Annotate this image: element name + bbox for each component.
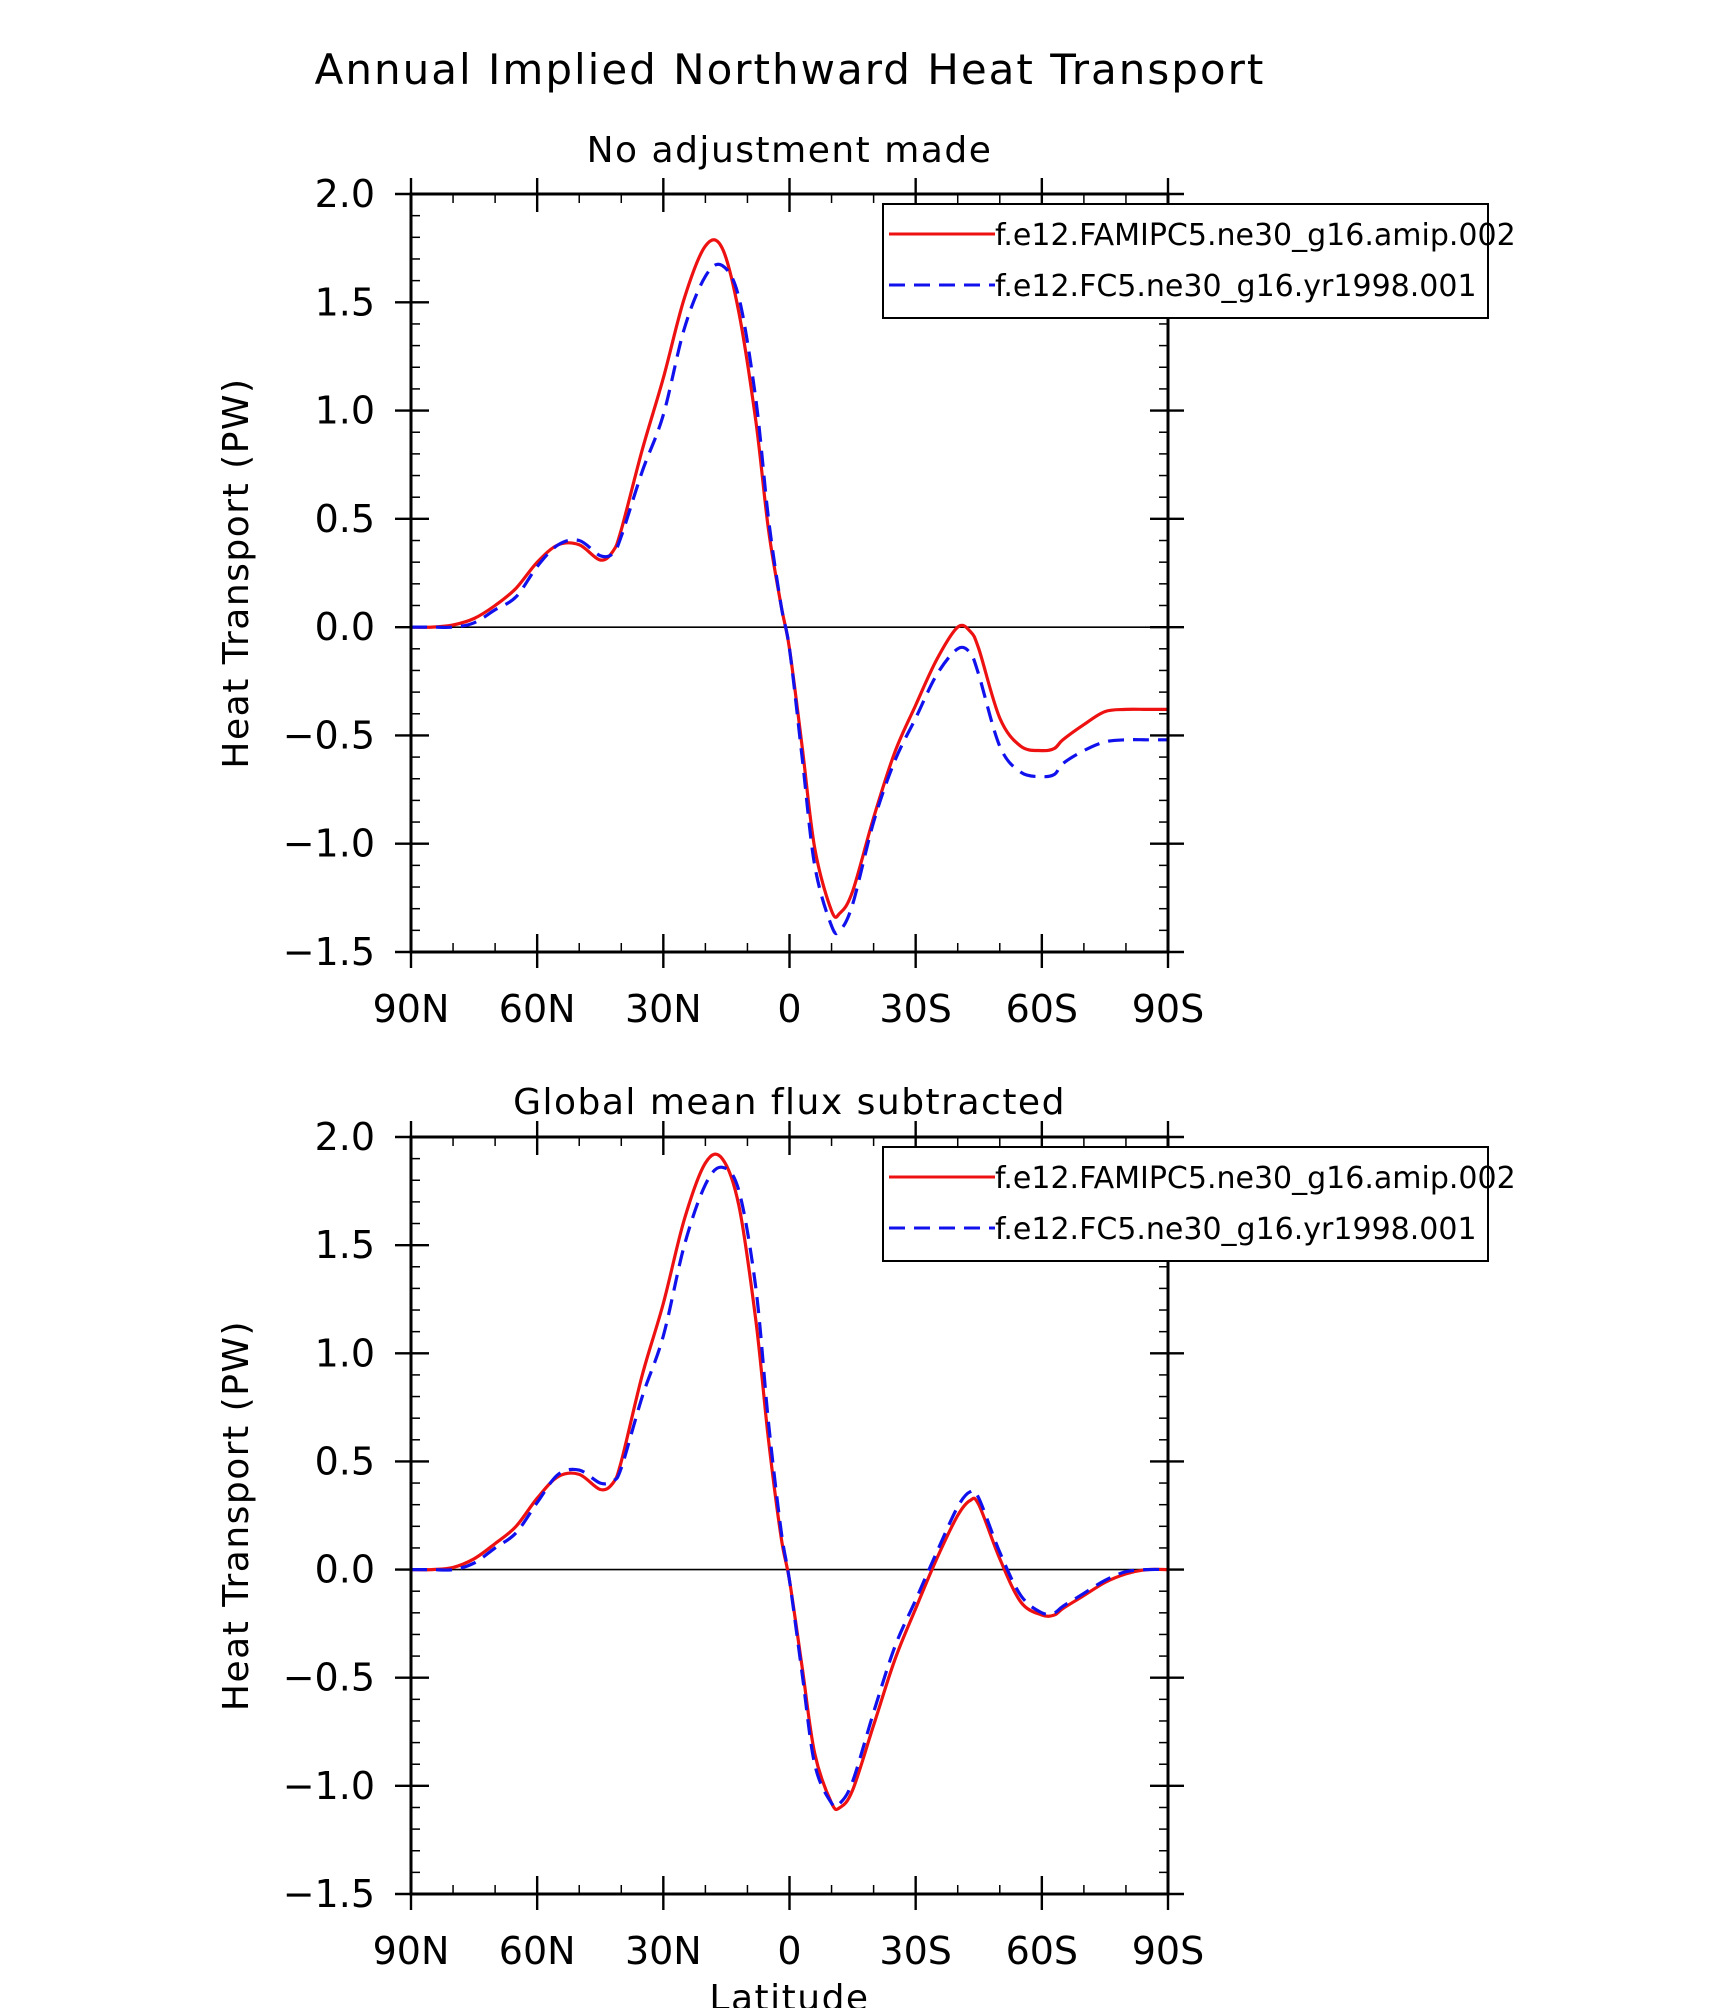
legend: f.e12.FAMIPC5.ne30_g16.amip.002 f.e12.FC5… (882, 1146, 1516, 1262)
plot-frame (409, 1135, 1170, 1896)
x-tick-label: 0 (777, 987, 801, 1031)
y-tick-label: −0.5 (283, 1656, 375, 1700)
plot-frame (409, 192, 1170, 954)
y-tick-label: −1.5 (283, 1872, 375, 1916)
chart-panel-1: No adjustment made −1.5 −1.0 −0.5 0.0 0.5 1.0 1… (216, 130, 1516, 1031)
x-tick-label: 60S (1006, 987, 1078, 1031)
x-tick-label: 30S (879, 1929, 951, 1973)
figure-title: Annual Implied Northward Heat Transport (315, 45, 1266, 94)
series-line-2 (411, 262, 1168, 936)
legend-box (882, 1146, 1489, 1262)
legend-box (882, 203, 1489, 319)
legend-label-2: f.e12.FC5.ne30_g16.yr1998.001 (995, 1212, 1477, 1247)
legend-label-1: f.e12.FAMIPC5.ne30_g16.amip.002 (995, 218, 1516, 253)
x-axis-label: Latitude (709, 1978, 869, 2008)
legend-label-2: f.e12.FC5.ne30_g16.yr1998.001 (995, 269, 1477, 304)
legend: f.e12.FAMIPC5.ne30_g16.amip.002 f.e12.FC5… (882, 203, 1516, 319)
x-tick-label: 0 (777, 1929, 801, 1973)
y-tick-label: 2.0 (315, 1115, 375, 1159)
y-tick-label: −1.0 (283, 1764, 375, 1808)
x-tick-label: 30S (879, 987, 951, 1031)
y-tick-label: 1.0 (315, 1331, 375, 1375)
x-tick-label: 60N (499, 987, 576, 1031)
x-tick-label: 90N (373, 987, 450, 1031)
x-tick-label: 90S (1132, 1929, 1204, 1973)
chart-subtitle: Global mean flux subtracted (513, 1082, 1066, 1123)
y-tick-label: 0.5 (315, 1439, 375, 1483)
y-tick-label: −1.0 (283, 822, 375, 866)
x-tick-label: 30N (625, 987, 702, 1031)
y-tick-label: −0.5 (283, 713, 375, 757)
x-tick-label: 60S (1006, 1929, 1078, 1973)
x-tick-label: 90S (1132, 987, 1204, 1031)
x-tick-label: 30N (625, 1929, 702, 1973)
y-tick-label: −1.5 (283, 930, 375, 974)
y-tick-label: 2.0 (315, 172, 375, 216)
y-tick-label: 1.5 (315, 280, 375, 324)
chart-panel-2: Global mean flux subtracted −1.5 −1.0 −0.5 0… (216, 1082, 1516, 2012)
y-tick-label: 0.5 (315, 497, 375, 541)
y-tick-label: 1.5 (315, 1223, 375, 1267)
x-tick-label: 60N (499, 1929, 576, 1973)
y-tick-label: 0.0 (315, 1548, 375, 1592)
y-axis-label: Heat Transport (PW) (216, 1320, 257, 1711)
y-tick-label: 1.0 (315, 389, 375, 433)
x-tick-label: 90N (373, 1929, 450, 1973)
series-line-1 (410, 238, 1168, 919)
legend-label-1: f.e12.FAMIPC5.ne30_g16.amip.002 (995, 1161, 1516, 1196)
y-tick-label: 0.0 (315, 605, 375, 649)
series-line-2 (411, 1165, 1169, 1809)
y-axis-label: Heat Transport (PW) (216, 377, 257, 768)
chart-subtitle: No adjustment made (587, 130, 993, 171)
